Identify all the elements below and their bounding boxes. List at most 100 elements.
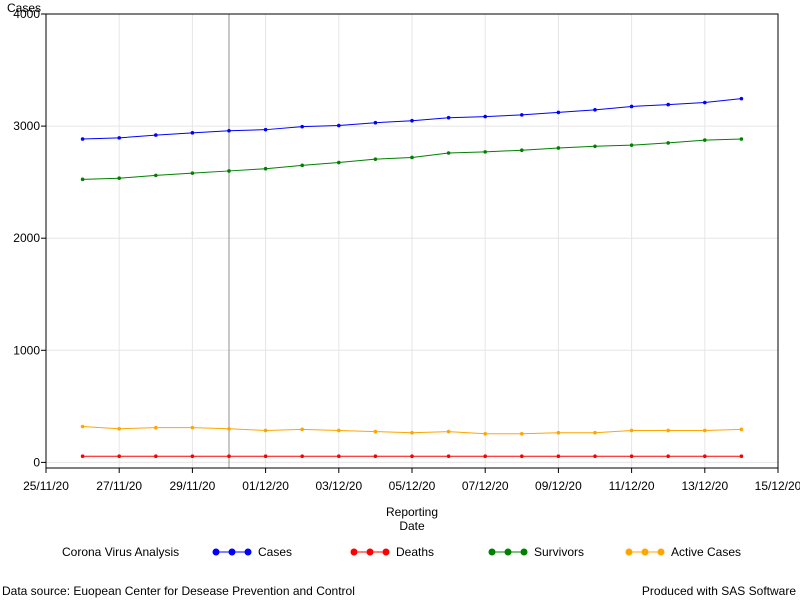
data-point-deaths xyxy=(227,454,231,459)
data-point-active-cases xyxy=(373,429,378,434)
data-point-deaths xyxy=(154,454,158,459)
legend-swatch-marker xyxy=(212,548,220,556)
data-point-deaths xyxy=(556,454,561,459)
data-point-deaths xyxy=(410,454,414,459)
data-point-deaths xyxy=(666,454,670,459)
data-point-active-cases xyxy=(739,427,744,432)
legend-item-deaths: Deaths xyxy=(350,545,434,559)
data-point-cases xyxy=(666,102,670,107)
data-point-active-cases xyxy=(117,426,121,431)
series-active-cases xyxy=(80,424,744,436)
data-point-deaths xyxy=(629,454,634,459)
data-point-cases xyxy=(703,100,707,105)
data-point-cases xyxy=(227,129,231,133)
data-point-cases xyxy=(80,137,85,141)
legend-swatch-marker xyxy=(244,548,252,556)
legend-label: Cases xyxy=(258,545,292,559)
data-point-survivors xyxy=(739,137,744,141)
data-point-active-cases xyxy=(190,425,195,430)
data-point-cases xyxy=(154,133,158,137)
data-point-deaths xyxy=(263,454,268,459)
legend-swatch-marker xyxy=(520,548,528,556)
data-point-active-cases xyxy=(263,428,268,433)
x-tick-label: 27/11/20 xyxy=(96,479,142,493)
x-tick-label: 25/11/20 xyxy=(23,479,69,493)
axes: 0 1000 2000 3000 4000 25/11/20 27/11/20 29/11/2… xyxy=(13,7,800,493)
data-point-survivors xyxy=(300,163,305,168)
data-point-survivors xyxy=(556,146,561,150)
data-point-cases xyxy=(117,136,121,140)
x-tick-label: 03/12/20 xyxy=(315,479,362,493)
legend-swatch-marker xyxy=(488,548,496,556)
x-tick-label: 15/12/20 xyxy=(755,479,800,493)
data-point-deaths xyxy=(190,454,195,459)
legend-item-survivors: Survivors xyxy=(488,545,584,559)
data-point-survivors xyxy=(117,176,121,181)
data-point-survivors xyxy=(154,173,158,178)
series-deaths xyxy=(80,454,744,459)
x-tick-label: 11/12/20 xyxy=(609,479,655,493)
data-point-active-cases xyxy=(227,426,231,431)
legend-swatch-marker xyxy=(641,548,649,556)
data-point-deaths xyxy=(446,454,451,459)
data-point-cases xyxy=(373,120,378,125)
data-point-active-cases xyxy=(593,430,597,435)
legend-label: Survivors xyxy=(534,545,584,559)
data-point-cases xyxy=(410,118,414,123)
data-point-cases xyxy=(739,96,744,101)
data-point-active-cases xyxy=(483,432,488,436)
data-point-deaths xyxy=(520,454,524,459)
data-point-active-cases xyxy=(666,428,670,433)
data-point-active-cases xyxy=(446,429,451,434)
legend-swatch-marker xyxy=(625,548,633,556)
data-point-active-cases xyxy=(556,430,561,435)
data-point-active-cases xyxy=(629,428,634,433)
data-point-active-cases xyxy=(80,424,85,429)
data-source-note: Data source: Euopean Center for Desease … xyxy=(2,584,355,598)
data-point-survivors xyxy=(593,144,597,149)
data-point-deaths xyxy=(337,454,341,459)
data-point-cases xyxy=(483,114,488,119)
legend: Corona Virus Analysis Cases Deaths Survivo… xyxy=(62,545,741,559)
legend-swatch-marker xyxy=(657,548,665,556)
data-point-survivors xyxy=(373,157,378,161)
y-tick-label: 3000 xyxy=(13,119,40,133)
data-point-cases xyxy=(629,104,634,109)
legend-label: Deaths xyxy=(396,545,434,559)
data-point-cases xyxy=(446,115,451,120)
data-point-survivors xyxy=(263,166,268,171)
data-point-survivors xyxy=(483,150,488,154)
x-tick-label: 29/11/20 xyxy=(169,479,215,493)
data-point-survivors xyxy=(520,148,524,152)
data-point-survivors xyxy=(227,169,231,173)
series-survivors xyxy=(80,137,744,182)
legend-swatch-marker xyxy=(504,548,512,556)
data-point-deaths xyxy=(593,454,597,459)
x-tick-label: 09/12/20 xyxy=(535,479,582,493)
data-point-survivors xyxy=(666,141,670,145)
legend-item-cases: Cases xyxy=(212,545,292,559)
data-point-survivors xyxy=(410,155,414,160)
y-tick-label: 0 xyxy=(33,455,40,469)
data-point-survivors xyxy=(337,160,341,165)
y-axis-label: Cases xyxy=(7,1,41,15)
data-point-active-cases xyxy=(154,425,158,430)
legend-swatch-marker xyxy=(228,548,236,556)
x-axis-label-line-2: Date xyxy=(399,519,425,533)
data-point-cases xyxy=(300,124,305,129)
data-point-survivors xyxy=(629,143,634,147)
data-point-deaths xyxy=(483,454,488,459)
produced-with-note: Produced with SAS Software xyxy=(641,584,796,598)
series-cases xyxy=(80,96,744,141)
data-point-survivors xyxy=(190,171,195,175)
data-point-active-cases xyxy=(703,428,707,433)
data-point-survivors xyxy=(446,151,451,155)
x-tick-label: 05/12/20 xyxy=(389,479,436,493)
data-point-deaths xyxy=(373,454,378,459)
y-tick-label: 2000 xyxy=(13,231,40,245)
grid xyxy=(45,13,779,468)
data-point-active-cases xyxy=(300,427,305,432)
data-point-deaths xyxy=(703,454,707,459)
legend-swatch-marker xyxy=(366,548,374,556)
